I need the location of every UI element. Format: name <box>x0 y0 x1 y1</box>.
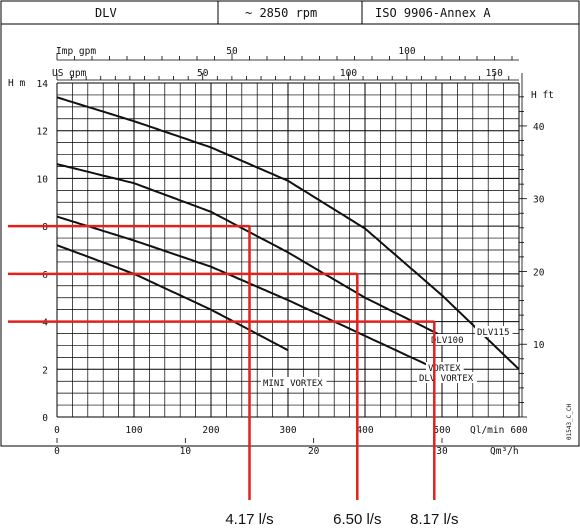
y-tick-m: 12 <box>37 127 48 138</box>
chart-frame <box>0 23 580 447</box>
figure-code: 01543_C_CH <box>566 403 573 440</box>
curve-label-bg <box>417 372 477 383</box>
x-tick-lmin: 100 <box>125 425 142 436</box>
flow-rate-label: 4.17 l/s <box>225 511 273 528</box>
y-tick-m: 2 <box>42 365 48 376</box>
x-tick-m3h: 30 <box>436 446 448 457</box>
curve-label-bg <box>475 326 513 337</box>
header-standard: ISO 9906-Annex A <box>375 6 491 20</box>
x-tick-m3h: 10 <box>180 446 192 457</box>
grid <box>56 73 527 418</box>
x-tick-lmin: 200 <box>202 425 219 436</box>
curve-label-bg <box>426 362 464 373</box>
y-tick-m: 0 <box>42 413 48 424</box>
curve-label: DLV VORTEX <box>419 374 474 384</box>
x-tick-lmin: 300 <box>279 425 296 436</box>
header-speed: ~ 2850 rpm <box>245 6 317 20</box>
x-tick-lmin: 400 <box>356 425 373 436</box>
x-tick-lmin: 500 <box>433 425 450 436</box>
curve-label: VORTEX <box>428 364 461 374</box>
x-tick-m3h: 0 <box>54 446 60 457</box>
operating-point-lines: 4.17 l/s 6.50 l/s 8.17 l/s <box>8 224 458 528</box>
x-axis-label-us-gpm: US gpm <box>52 68 87 79</box>
top-axes <box>56 53 519 81</box>
y-axis-right-label: H ft <box>531 90 554 101</box>
curve-label-bg <box>429 334 467 345</box>
x-tick-us-gpm: 50 <box>197 68 209 79</box>
y-tick-ft: 40 <box>533 122 545 133</box>
x-axis-label-imp-gpm: Imp gpm <box>56 46 96 57</box>
tick-labels: 0 100 200 300 400 500 600 0 10 20 30 50 100 50 100 150 0… <box>37 46 545 457</box>
y-tick-ft: 20 <box>533 267 545 278</box>
y-tick-m: 4 <box>42 318 48 329</box>
flow-rate-label: 6.50 l/s <box>333 511 381 528</box>
y-axis-label-h: H m <box>8 78 25 89</box>
curve-label: DLV115 <box>477 328 510 338</box>
x-tick-imp-gpm: 50 <box>226 46 238 57</box>
y-tick-m: 6 <box>42 270 48 281</box>
curve-label-bg <box>261 377 327 388</box>
x-tick-imp-gpm: 100 <box>398 46 415 57</box>
y-tick-m: 10 <box>37 174 49 185</box>
x-tick-m3h: 20 <box>308 446 320 457</box>
curve-dlv115 <box>56 96 520 371</box>
y-tick-m: 14 <box>37 79 49 90</box>
x-axis-label-m3h: Qm³/h <box>490 446 519 457</box>
curve-label: MINI VORTEX <box>263 379 323 389</box>
y-tick-m: 8 <box>42 222 48 233</box>
x-tick-us-gpm: 150 <box>486 68 503 79</box>
flow-rate-label: 8.17 l/s <box>410 511 458 528</box>
header-model: DLV <box>95 6 117 20</box>
curve-label: DLV100 <box>431 336 464 346</box>
x-tick-lmin: 600 <box>510 425 527 436</box>
x-tick-us-gpm: 100 <box>340 68 357 79</box>
curve-dlv100 <box>56 163 439 335</box>
x-axis-label-lmin: Ql/min <box>470 425 504 436</box>
x-tick-lmin: 0 <box>54 425 60 436</box>
y-tick-ft: 10 <box>533 340 545 351</box>
y-tick-ft: 30 <box>533 195 545 206</box>
